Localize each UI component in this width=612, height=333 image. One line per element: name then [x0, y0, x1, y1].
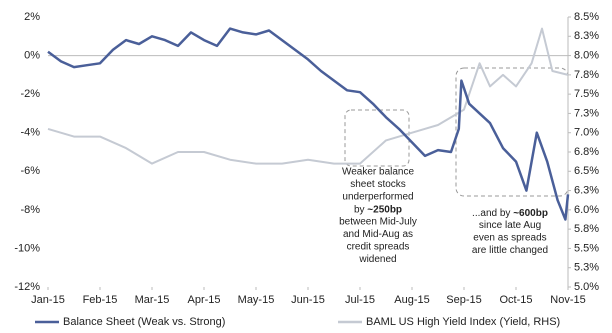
y-tick-label: -2%: [20, 88, 40, 100]
annotation-line: even as spreads: [473, 233, 546, 244]
annotation-line: underperformed: [342, 192, 413, 203]
x-tick-label: Oct-15: [499, 294, 532, 306]
y2-tick-label: 8.5%: [574, 11, 599, 23]
x-tick-label: Sep-15: [446, 294, 481, 306]
x-tick-label: May-15: [238, 294, 275, 306]
y-tick-label: 0%: [24, 49, 40, 61]
x-tick-label: Jul-15: [345, 294, 375, 306]
x-tick-label: Jan-15: [31, 294, 65, 306]
series-line: [47, 27, 569, 165]
y2-tick-label: 5.8%: [574, 223, 599, 235]
y2-tick-label: 7.3%: [574, 107, 599, 119]
annotation-line: sheet stocks: [350, 179, 406, 190]
y2-tick-label: 6.0%: [574, 204, 599, 216]
x-tick-label: Apr-15: [187, 294, 220, 306]
highlight-box: [344, 109, 410, 167]
annotation-text: by: [354, 204, 367, 215]
y-tick-label: -8%: [20, 204, 40, 216]
annotation-line: ...and by ~600bp: [472, 208, 548, 219]
annotation-line: between Mid-July: [339, 217, 417, 228]
y-tick-label: -4%: [20, 127, 40, 139]
annotation-line: Weaker balance: [342, 167, 415, 178]
y2-tick-label: 6.3%: [574, 184, 599, 196]
annotation-emphasis: ~250bp: [367, 204, 402, 215]
legend-label: BAML US High Yield Index (Yield, RHS): [366, 316, 560, 328]
annotation-line: and Mid-Aug as: [343, 229, 413, 240]
legend-label: Balance Sheet (Weak vs. Strong): [63, 316, 225, 328]
annotation-line: by ~250bp: [354, 204, 402, 215]
annotation-line: credit spreads: [347, 242, 410, 253]
annotation-line: are little changed: [472, 245, 548, 256]
x-tick-label: Nov-15: [550, 294, 585, 306]
y2-tick-label: 8.0%: [574, 49, 599, 61]
y2-tick-label: 5.3%: [574, 262, 599, 274]
x-tick-label: Mar-15: [135, 294, 170, 306]
y2-tick-label: 7.0%: [574, 127, 599, 139]
annotation-emphasis: ~600bp: [513, 208, 548, 219]
y2-tick-label: 7.8%: [574, 69, 599, 81]
annotation-line: widened: [358, 254, 396, 265]
y2-tick-label: 6.5%: [574, 165, 599, 177]
y2-tick-label: 6.8%: [574, 146, 599, 158]
y2-tick-label: 5.0%: [574, 281, 599, 293]
y2-tick-label: 5.5%: [574, 242, 599, 254]
annotation-text: ...and by: [472, 208, 513, 219]
x-tick-label: Aug-15: [394, 294, 429, 306]
y-tick-label: -6%: [20, 165, 40, 177]
y2-tick-label: 7.5%: [574, 88, 599, 100]
y-tick-label: -12%: [14, 281, 40, 293]
annotation-line: since late Aug: [479, 220, 541, 231]
x-tick-label: Feb-15: [83, 294, 118, 306]
series-line: [47, 27, 570, 221]
y-tick-label: -10%: [14, 242, 40, 254]
y-tick-label: 2%: [24, 11, 40, 23]
y2-tick-label: 8.3%: [574, 30, 599, 42]
x-tick-label: Jun-15: [291, 294, 325, 306]
